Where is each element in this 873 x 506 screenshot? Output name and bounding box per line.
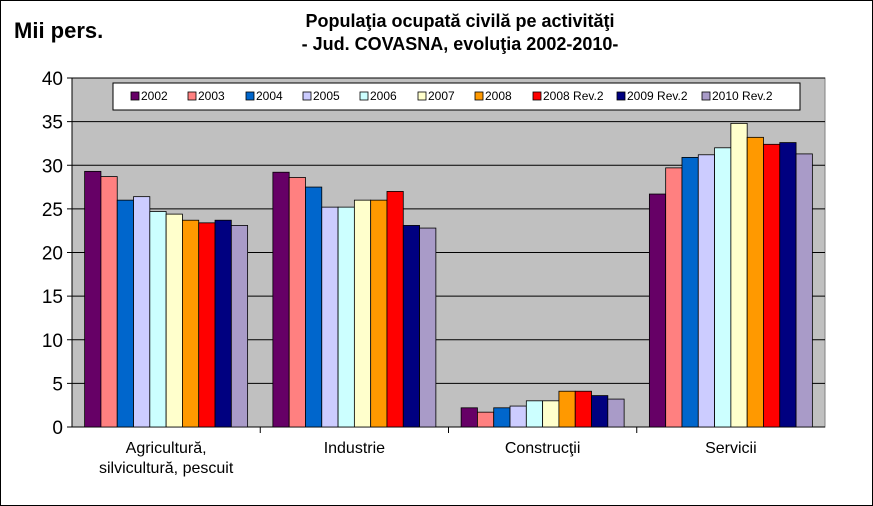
legend-entry: 2006 xyxy=(370,89,397,103)
category-label: Construcţii xyxy=(505,440,581,457)
legend-entry: 2002 xyxy=(141,89,168,103)
chart-title-line-2: - Jud. COVASNA, evoluţia 2002-2010- xyxy=(301,34,619,54)
y-tick-label: 40 xyxy=(42,69,63,90)
bar xyxy=(198,222,216,428)
chart-title: Populaţia ocupată civilă pe activităţi -… xyxy=(180,10,740,56)
bar xyxy=(419,227,437,428)
y-tick-label: 0 xyxy=(52,418,63,439)
category-label: Industrie xyxy=(324,440,385,457)
category-label: Servicii xyxy=(705,440,757,457)
bar xyxy=(493,407,511,428)
bar xyxy=(763,143,781,428)
bar xyxy=(288,177,306,428)
bar xyxy=(779,142,797,428)
bar xyxy=(370,199,388,428)
bar xyxy=(214,219,232,428)
bar xyxy=(337,206,355,428)
legend-swatch xyxy=(532,91,542,101)
legend-entry: 2008 xyxy=(485,89,512,103)
y-tick-label: 5 xyxy=(52,374,63,395)
y-tick-label: 35 xyxy=(42,113,63,134)
chart-title-line-1: Populaţia ocupată civilă pe activităţi xyxy=(305,11,615,31)
bar xyxy=(149,211,167,428)
bar xyxy=(795,153,813,428)
bar xyxy=(574,390,592,428)
bar xyxy=(525,400,544,428)
bar xyxy=(591,395,609,428)
bar xyxy=(607,398,625,428)
legend-swatch xyxy=(417,91,427,101)
legend-swatch xyxy=(187,91,197,101)
y-tick-label: 15 xyxy=(42,287,63,308)
legend-entry: 2007 xyxy=(428,89,455,103)
bar xyxy=(386,191,404,428)
legend-swatch xyxy=(474,91,484,101)
bar xyxy=(305,186,323,428)
bar xyxy=(133,196,151,428)
bar xyxy=(714,147,732,428)
legend-swatch xyxy=(302,91,312,101)
y-tick-label: 30 xyxy=(42,156,63,177)
bar xyxy=(746,136,764,428)
bar xyxy=(402,225,420,428)
legend-entry: 2005 xyxy=(313,89,340,103)
category-label: Agricultură, xyxy=(126,440,207,457)
bar xyxy=(730,122,748,428)
bar xyxy=(321,206,339,428)
bar xyxy=(665,167,683,428)
bar xyxy=(697,154,715,428)
bar xyxy=(272,171,290,428)
legend-entry: 2009 Rev.2 xyxy=(627,89,688,103)
y-axis-label: Mii pers. xyxy=(14,18,104,43)
y-tick-label: 10 xyxy=(42,331,63,352)
legend-entry: 2003 xyxy=(198,89,225,103)
bar xyxy=(542,400,560,428)
legend-box xyxy=(112,82,801,111)
legend-swatch xyxy=(130,91,140,101)
legend-swatch xyxy=(245,91,255,101)
legend-swatch xyxy=(616,91,626,101)
legend-swatch xyxy=(701,91,711,101)
bar xyxy=(509,405,527,428)
bar xyxy=(165,213,183,428)
bar xyxy=(116,199,134,428)
legend-entry: 2008 Rev.2 xyxy=(543,89,604,103)
legend-entry: 2010 Rev.2 xyxy=(712,89,773,103)
bar xyxy=(182,219,200,428)
bar xyxy=(477,411,495,428)
bar xyxy=(84,170,102,428)
category-label: silvicultură, pescuit xyxy=(99,460,234,477)
bar xyxy=(100,176,118,428)
legend-swatch xyxy=(359,91,369,101)
bar xyxy=(681,156,699,428)
y-tick-label: 25 xyxy=(42,200,63,221)
bar xyxy=(648,193,667,428)
bar xyxy=(230,225,249,428)
bar xyxy=(460,407,478,428)
legend-entry: 2004 xyxy=(256,89,283,103)
y-tick-label: 20 xyxy=(42,244,63,265)
bar xyxy=(353,199,372,428)
bar xyxy=(558,390,576,428)
